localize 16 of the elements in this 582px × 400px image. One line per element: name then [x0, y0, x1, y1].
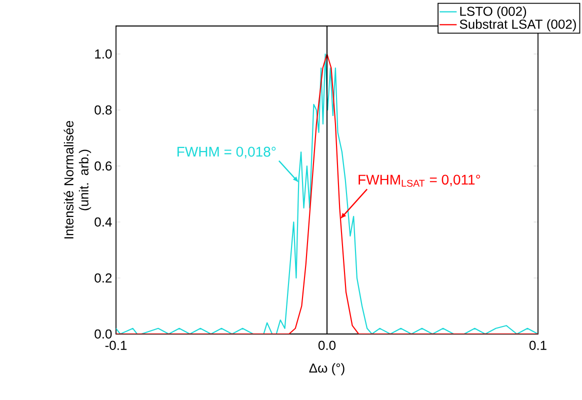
line-series — [116, 53, 538, 334]
y-tick-label: 0.4 — [94, 217, 112, 227]
x-tick-label: 0.1 — [529, 340, 546, 350]
y-tick-label: 0.8 — [94, 105, 112, 115]
annotation: FWHM = 0,018° — [178, 146, 276, 158]
y-tick-label: 1.0 — [95, 49, 112, 59]
y-tick-label: 0.0 — [94, 329, 112, 339]
annotation: FWHM$_{LSAT}$ = 0,011° — [358, 174, 480, 187]
x-tick-label: -0.1 — [105, 340, 127, 350]
x-axis-title: Δω (°) — [309, 363, 344, 376]
legend-label: LSTO (002) — [460, 6, 526, 18]
y-axis-title: Intensité Normalisée (unit. arb.) — [64, 120, 92, 238]
y-tick-label: 0.6 — [94, 161, 112, 171]
x-tick-label: 0.0 — [318, 340, 336, 350]
legend-label: Substrat LSAT (002) — [460, 19, 576, 32]
y-tick-label: 0.2 — [94, 273, 112, 283]
